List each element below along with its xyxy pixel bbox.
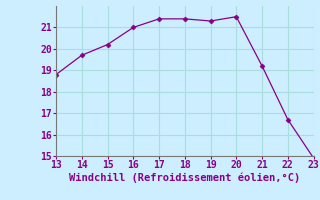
X-axis label: Windchill (Refroidissement éolien,°C): Windchill (Refroidissement éolien,°C) [69, 173, 300, 183]
